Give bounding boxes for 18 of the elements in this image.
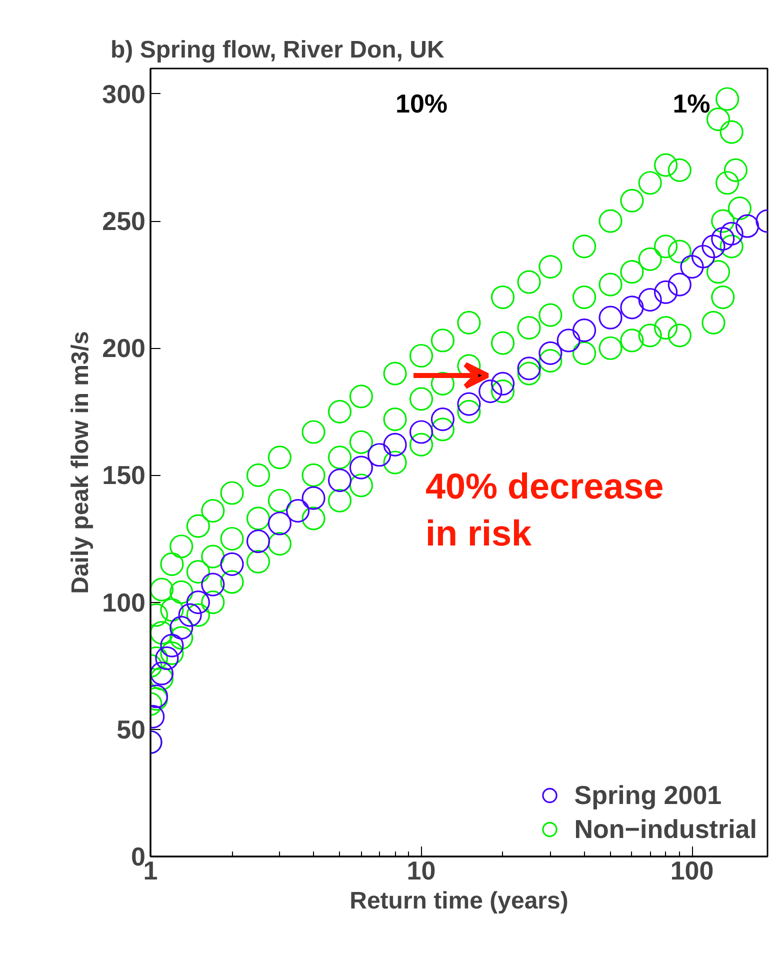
y-tick-label: 250 [102, 206, 146, 236]
x-axis-title: Return time (years) [350, 888, 568, 914]
annotation: 1% [672, 88, 710, 118]
x-tick-label: 1 [143, 856, 158, 886]
chart-title: b) Spring flow, River Don, UK [110, 36, 445, 64]
x-tick-label: 100 [670, 856, 714, 886]
y-tick-label: 300 [102, 78, 146, 109]
y-axis-title: Daily peak flow in m3/s [67, 331, 94, 594]
legend-label: Non−industrial [574, 814, 757, 844]
x-tick-label: 10 [406, 856, 436, 886]
y-tick-label: 200 [102, 333, 146, 364]
legend-label: Spring 2001 [574, 780, 722, 810]
y-tick-label: 150 [102, 460, 146, 490]
y-tick-label: 0 [131, 842, 146, 872]
annotation: 10% [395, 88, 448, 118]
annotation: 40% decrease in risk [426, 466, 664, 554]
y-tick-label: 50 [116, 714, 146, 744]
y-tick-label: 100 [102, 587, 146, 618]
